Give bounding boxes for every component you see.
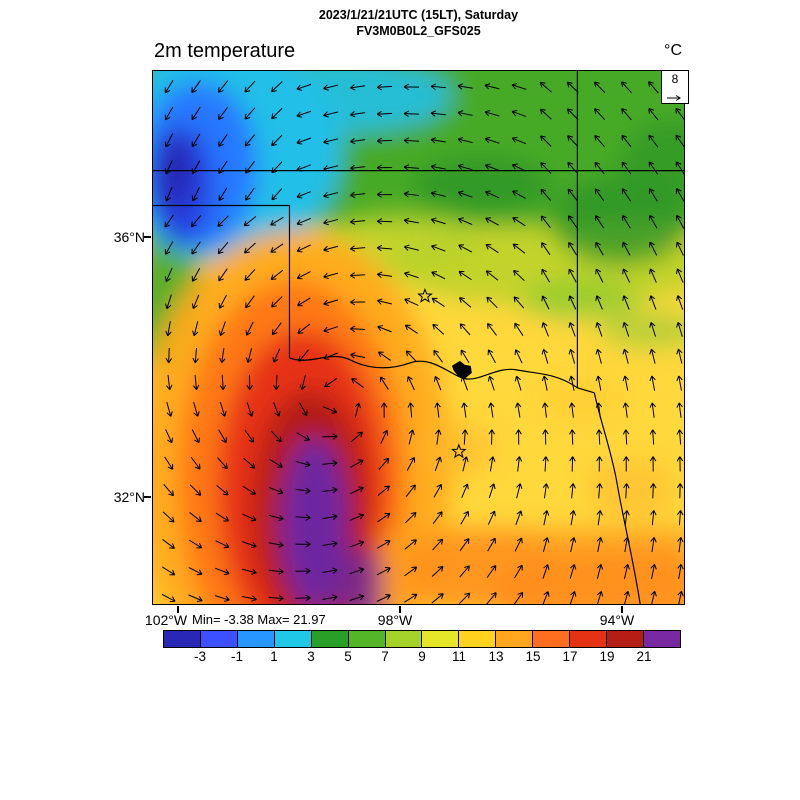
colorbar [163,630,681,648]
lat-label-32n: 32°N [113,489,145,505]
lat-label-36n: 36°N [113,229,145,245]
colorbar-segment [310,631,348,647]
plot-title: 2023/1/21/21UTC (15LT), Saturday [318,8,519,22]
colorbar-segment [273,631,311,647]
colorbar-segment [458,631,496,647]
wind-reference-value: 8 [671,72,679,86]
colorbar-segment [164,631,200,647]
colorbar-label: 9 [418,649,426,664]
lon-label-98w: 98°W [377,612,413,628]
lon-tick [177,606,179,613]
colorbar-label: 11 [451,649,466,664]
lon-label-94w: 94°W [599,612,635,628]
wind-reference-box: 8 [661,70,689,104]
variable-label: 2m temperature [154,40,296,62]
map-panel [152,70,685,605]
colorbar-segment [199,631,237,647]
lat-tick [144,496,151,498]
colorbar-label: 7 [381,649,389,664]
plot-subtitle: FV3M0B0L2_GFS025 [356,24,481,38]
star-markers [417,287,467,459]
lon-tick [621,606,623,613]
colorbar-segment [532,631,570,647]
colorbar-label: 15 [525,649,541,664]
station-marker-star [451,443,467,459]
colorbar-segment [236,631,274,647]
lon-tick [399,606,401,613]
lon-label-102w: 102°W [144,612,188,628]
colorbar-segment [642,631,680,647]
colorbar-label: 3 [307,649,315,664]
wind-vector-layer [161,79,684,604]
colorbar-label: 13 [488,649,504,664]
colorbar-segment [421,631,459,647]
wind-reference-arrow-icon [666,95,681,101]
colorbar-labels: -3 -1 1 3 5 7 9 11 13 15 17 19 21 [163,649,681,667]
colorbar-label: 21 [636,649,652,664]
colorbar-label: 19 [599,649,615,664]
colorbar-label: 1 [270,649,278,664]
colorbar-segment [384,631,422,647]
units-label: °C [664,42,682,59]
colorbar-label: 5 [344,649,352,664]
colorbar-segment [606,631,643,647]
temperature-field [153,71,684,604]
colorbar-segment [347,631,385,647]
colorbar-label: -3 [193,649,206,664]
colorbar-label: 17 [562,649,578,664]
colorbar-segment [495,631,533,647]
lat-tick [144,236,151,238]
lake-shape [451,360,472,378]
colorbar-label: -1 [231,649,244,664]
temperature-map [153,71,684,604]
min-max-annotation: Min= -3.38 Max= 21.97 [192,612,326,627]
state-borders [153,71,684,604]
station-marker-star [417,287,433,303]
colorbar-segment [569,631,607,647]
